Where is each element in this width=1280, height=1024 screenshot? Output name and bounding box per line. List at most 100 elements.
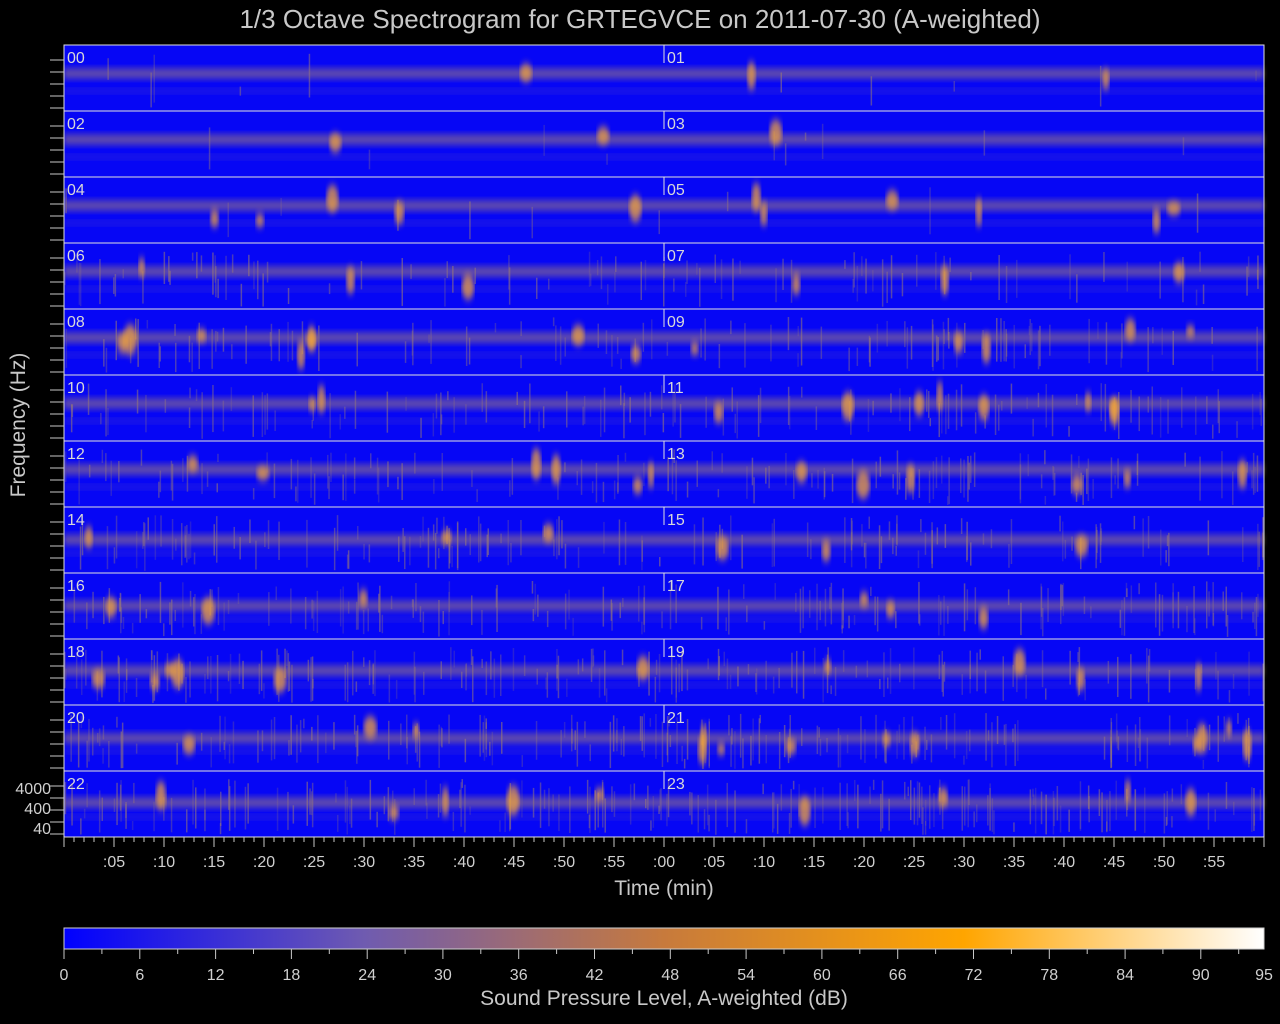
noise-streak (239, 86, 242, 96)
noise-streak (1044, 450, 1046, 465)
noise-streak (1217, 389, 1219, 424)
noise-streak (1206, 396, 1208, 424)
noise-streak (648, 651, 650, 696)
hour-label: 17 (667, 578, 685, 595)
noise-streak (911, 716, 914, 743)
noise-streak (890, 393, 892, 413)
noise-streak (696, 262, 698, 275)
spectrogram-panels (63, 44, 1265, 838)
noise-streak (590, 273, 592, 286)
noise-streak (363, 543, 365, 560)
noise-streak (64, 651, 66, 689)
noise-streak (325, 732, 327, 754)
x-tick-label: :15 (803, 854, 825, 871)
noise-streak (311, 656, 314, 701)
noise-streak (1200, 664, 1203, 674)
noise-streak (1053, 797, 1055, 827)
noise-streak (966, 521, 968, 561)
noise-streak (469, 806, 471, 815)
panel-row (64, 638, 1264, 705)
noise-streak (493, 658, 496, 698)
noise-streak (878, 525, 881, 569)
noise-streak (1088, 796, 1090, 823)
noise-streak (1001, 401, 1003, 411)
noise-streak (558, 516, 560, 556)
noise-streak (661, 721, 664, 767)
noise-streak (406, 736, 408, 765)
noise-streak (898, 472, 901, 490)
noise-streak (548, 278, 550, 290)
noise-streak (582, 406, 584, 426)
noise-streak (675, 667, 677, 703)
noise-streak (369, 779, 372, 820)
noise-streak (979, 649, 981, 660)
noise-streak (726, 782, 728, 828)
noise-streak (1092, 478, 1094, 499)
noise-streak (851, 458, 854, 504)
panel-row (64, 242, 1264, 309)
noise-streak (616, 730, 618, 743)
noise-streak (796, 650, 798, 694)
noise-streak (508, 267, 511, 305)
noise-streak (936, 335, 938, 362)
noise-streak (441, 453, 443, 491)
noise-streak (1146, 648, 1148, 684)
noise-streak (153, 54, 155, 103)
noise-streak (474, 267, 476, 285)
noise-streak (730, 736, 732, 767)
noise-streak (333, 527, 336, 571)
noise-streak (757, 395, 760, 437)
sound-event (542, 523, 554, 542)
noise-streak (577, 659, 580, 675)
noise-streak (233, 526, 235, 549)
noise-streak (822, 787, 824, 824)
noise-streak (602, 782, 604, 828)
noise-streak (1165, 816, 1168, 826)
noise-streak (120, 780, 122, 822)
noise-streak (1257, 255, 1259, 289)
noise-streak (866, 660, 869, 678)
noise-streak (452, 811, 455, 832)
noise-streak (732, 258, 734, 301)
noise-streak (974, 587, 977, 625)
panel-row (64, 44, 1264, 111)
noise-streak (987, 795, 989, 826)
noise-streak (376, 457, 379, 495)
sound-event (256, 466, 270, 481)
noise-streak (624, 522, 627, 565)
noise-streak (644, 392, 646, 436)
low-band (64, 749, 1264, 753)
noise-streak (297, 459, 299, 503)
noise-streak (1147, 516, 1150, 549)
noise-streak (1193, 586, 1195, 634)
noise-streak (120, 731, 123, 769)
noise-streak (623, 726, 625, 757)
noise-streak (941, 803, 944, 830)
noise-streak (589, 786, 591, 833)
noise-streak (906, 327, 909, 369)
noise-streak (412, 599, 414, 618)
noise-streak (304, 597, 307, 630)
noise-streak (819, 600, 821, 621)
noise-streak (1136, 460, 1139, 476)
noise-streak (703, 809, 706, 830)
noise-streak (1165, 550, 1167, 563)
noise-streak (810, 539, 812, 560)
sound-event (91, 669, 105, 689)
noise-streak (447, 391, 449, 401)
noise-streak (1259, 789, 1262, 821)
noise-streak (461, 779, 463, 788)
noise-streak (287, 791, 289, 830)
colorbar-tick-label: 36 (510, 967, 528, 984)
noise-streak (352, 650, 354, 696)
x-axis-label: Time (min) (614, 877, 714, 900)
noise-streak (174, 609, 176, 621)
noise-streak (452, 266, 454, 293)
noise-streak (899, 663, 901, 683)
noise-streak (481, 609, 483, 635)
noise-streak (953, 713, 956, 759)
noise-streak (113, 547, 116, 564)
x-tick-label: :00 (653, 854, 675, 871)
x-tick-label: :20 (253, 854, 275, 871)
colorbar-tick-label: 0 (60, 967, 69, 984)
